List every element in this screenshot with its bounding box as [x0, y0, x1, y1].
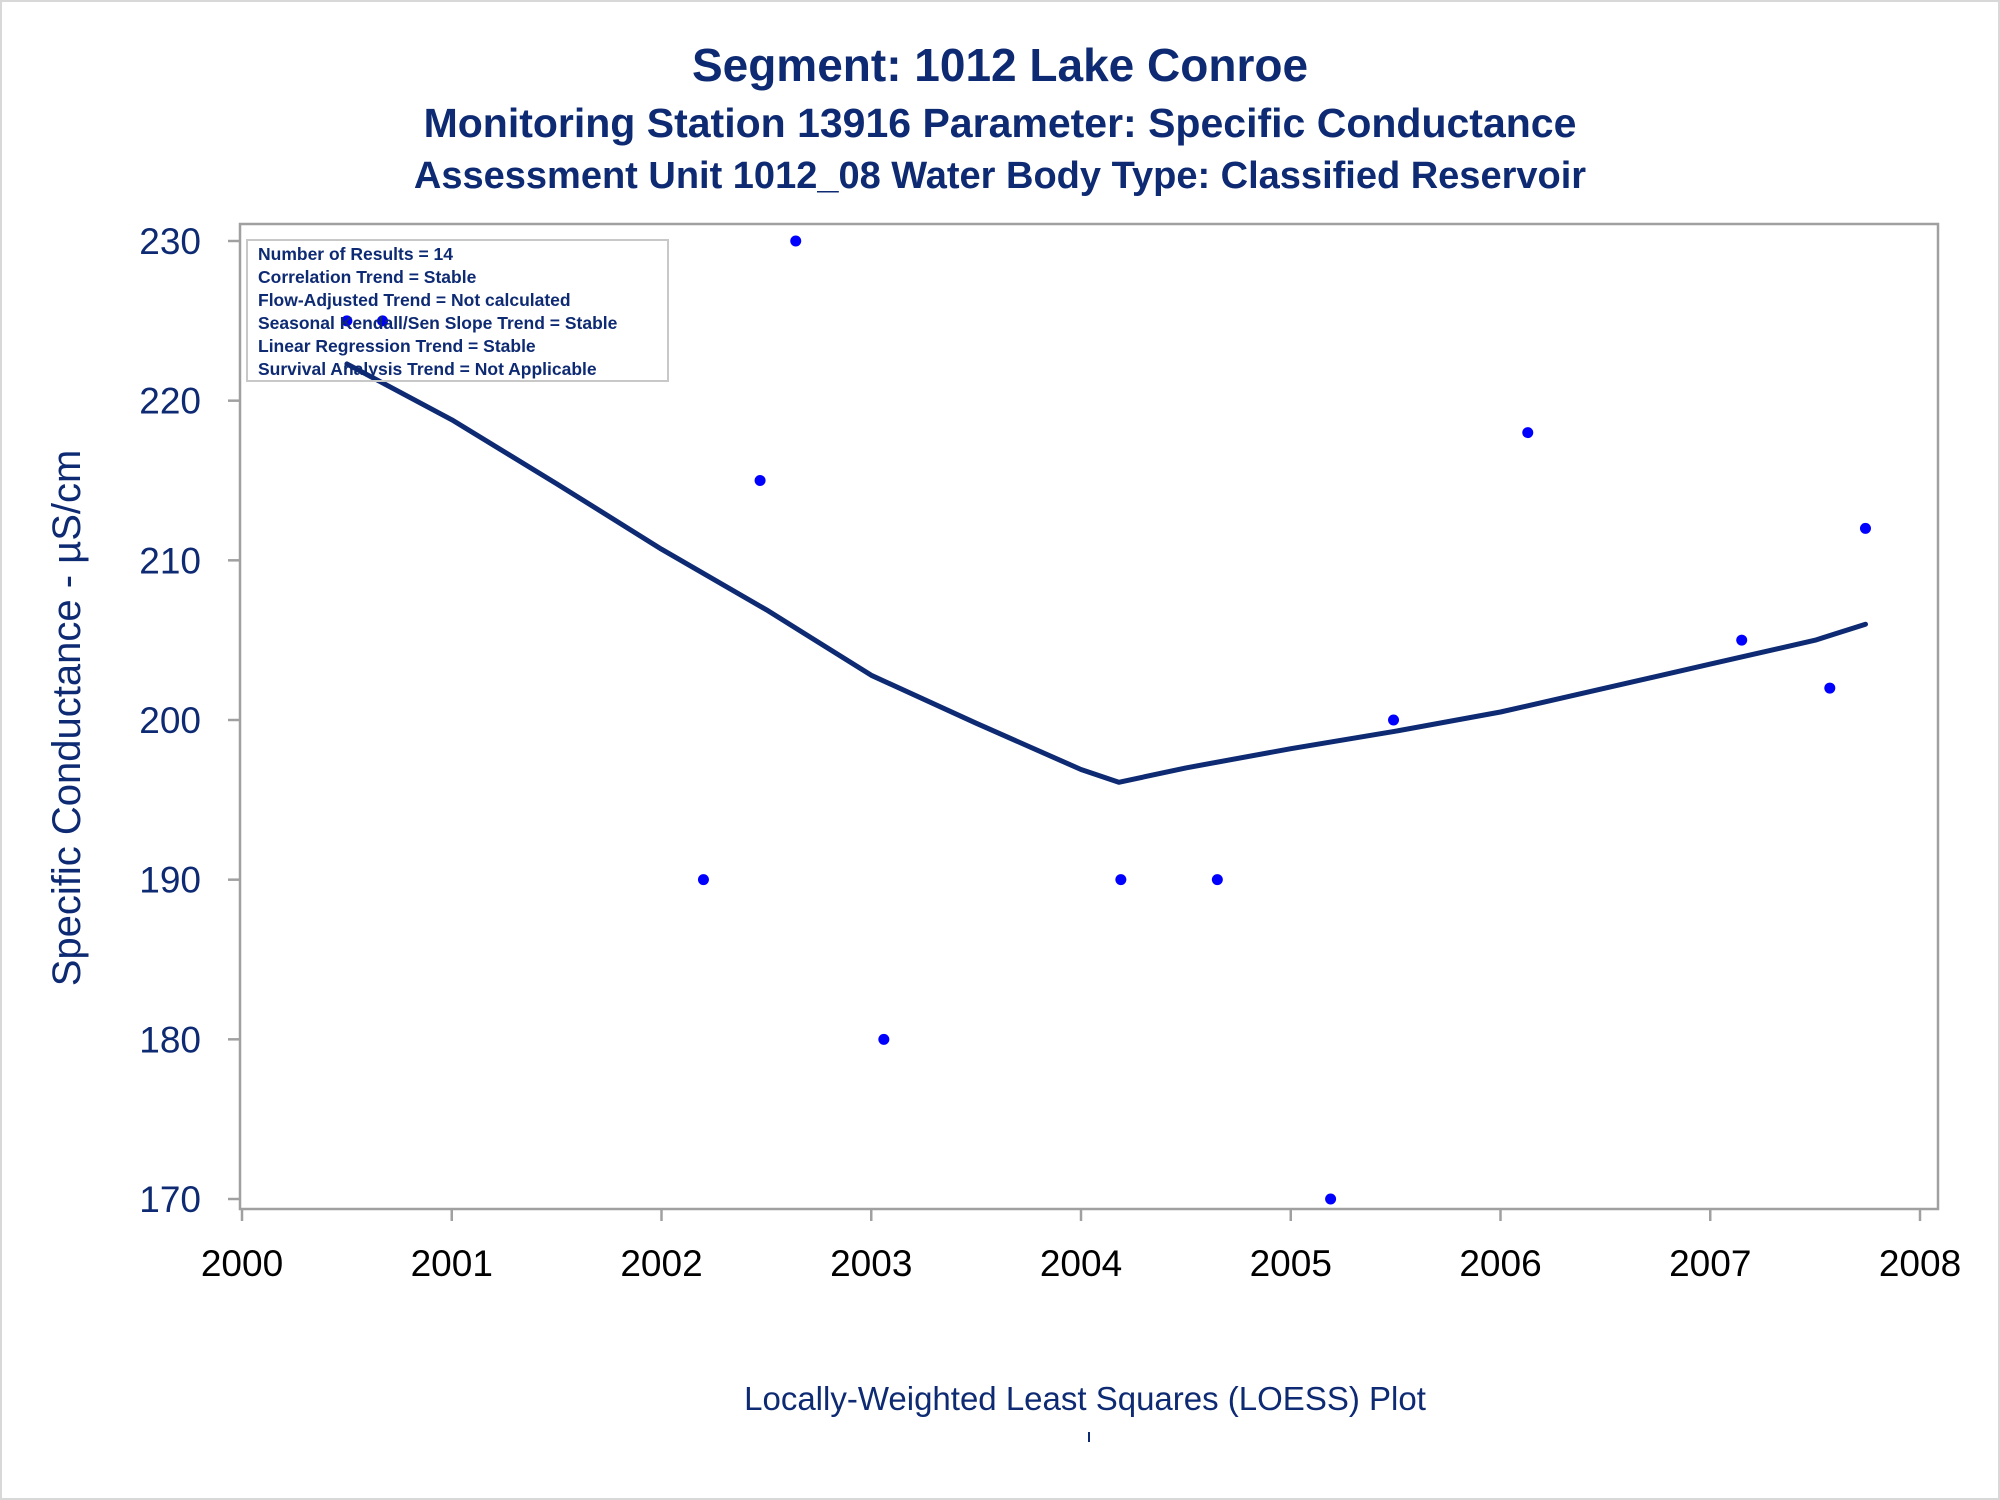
data-point: [1388, 714, 1400, 726]
x-tick-label: 2008: [1879, 1243, 1961, 1284]
loess-line: [344, 361, 1868, 785]
y-tick-label: 180: [139, 1019, 201, 1060]
x-tick-label: 2006: [1459, 1243, 1541, 1284]
y-tick-label: 210: [139, 540, 201, 581]
x-tick-label: 2007: [1669, 1243, 1751, 1284]
data-point: [1211, 874, 1223, 886]
data-point: [377, 315, 389, 327]
chart-title: Segment: 1012 Lake Conroe: [691, 39, 1309, 91]
x-tick-label: 2000: [201, 1243, 283, 1284]
x-tick-label: 2005: [1250, 1243, 1332, 1284]
legend-box: [246, 239, 669, 382]
y-axis: 170 180 190 200 210 220 230: [139, 221, 240, 1220]
data-point: [790, 235, 802, 247]
data-point: [1824, 682, 1836, 694]
data-point: [754, 475, 766, 486]
chart-subtitle-assessment: Assessment Unit 1012_08 Water Body Type:…: [413, 155, 1587, 197]
y-tick-label: 220: [139, 381, 201, 422]
legend-line: Seasonal Kendall/Sen Slope Trend = Stabl…: [258, 313, 618, 333]
x-tick-label: 2003: [830, 1243, 912, 1284]
data-point: [1522, 427, 1534, 439]
data-point: [697, 874, 709, 886]
footnote-tick-mark: [1088, 1432, 1090, 1442]
plot-footnote: Locally-Weighted Least Squares (LOESS) P…: [744, 1380, 1426, 1417]
data-point: [1736, 634, 1748, 646]
trend-legend: Number of Results = 14 Correlation Trend …: [246, 239, 669, 382]
y-tick-label: 170: [139, 1179, 201, 1220]
x-tick-label: 2001: [411, 1243, 493, 1284]
legend-line: Flow-Adjusted Trend = Not calculated: [258, 290, 571, 310]
data-point: [1115, 874, 1127, 886]
legend-line: Number of Results = 14: [258, 244, 453, 264]
legend-line: Survival Analysis Trend = Not Applicable: [258, 359, 597, 379]
data-point: [341, 315, 353, 327]
x-axis: 2000 2001 2002 2003 2004 2005 2006 2007 2008: [201, 1209, 1961, 1284]
data-point: [1859, 522, 1871, 534]
legend-line: Correlation Trend = Stable: [258, 267, 477, 287]
plot-area: [238, 222, 1940, 1211]
data-point: [1325, 1193, 1337, 1205]
y-tick-label: 190: [139, 860, 201, 901]
points-layer: [341, 235, 1871, 1205]
x-tick-label: 2004: [1040, 1243, 1122, 1284]
loess-layer: [344, 361, 1868, 785]
y-axis-label: Specific Conductance - µS/cm: [45, 450, 89, 987]
y-tick-label: 230: [139, 221, 201, 262]
legend-line: Linear Regression Trend = Stable: [258, 336, 536, 356]
y-tick-label: 200: [139, 700, 201, 741]
chart-subtitle-station: Monitoring Station 13916 Parameter: Spec…: [423, 100, 1577, 146]
x-tick-label: 2002: [620, 1243, 702, 1284]
data-point: [878, 1033, 890, 1045]
